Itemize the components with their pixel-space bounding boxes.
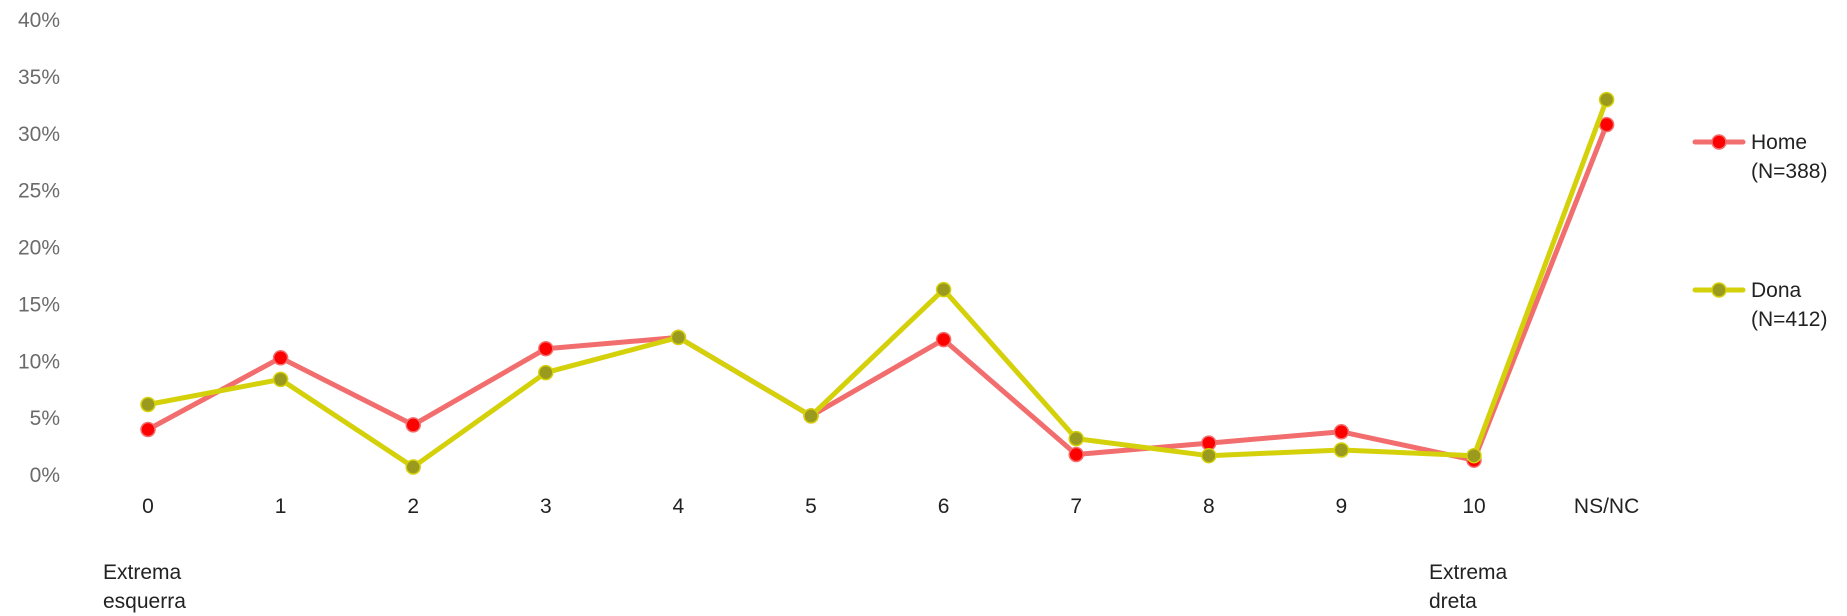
y-tick-label: 0% [30, 464, 60, 487]
data-point [405, 459, 421, 475]
category-note-label: esquerra [103, 590, 186, 613]
category-note-label: Extrema [1429, 561, 1508, 584]
x-axis: 0 1 2 3 4 5 6 7 8 9 10 NS/NC [142, 495, 1639, 518]
data-point [1068, 430, 1084, 447]
legend-label: (N=388) [1751, 160, 1827, 183]
data-point [1598, 91, 1615, 108]
data-point [272, 371, 289, 388]
legend: Home (N=388) Dona (N=412) [1692, 131, 1827, 331]
y-tick-label: 15% [18, 293, 60, 316]
x-tick-label: 4 [673, 495, 685, 518]
x-tick-label: 9 [1336, 495, 1348, 518]
x-tick-label: 10 [1462, 495, 1485, 518]
legend-label: (N=412) [1751, 308, 1827, 331]
series-layer [140, 91, 1615, 475]
category-note-label: dreta [1429, 590, 1477, 613]
legend-marker-icon [1711, 134, 1727, 150]
x-tick-label: 8 [1203, 495, 1215, 518]
data-point [272, 350, 289, 366]
x-tick-label: 0 [142, 495, 154, 518]
data-point [1466, 447, 1482, 464]
legend-item: Home (N=388) [1692, 131, 1827, 183]
y-tick-label: 20% [18, 237, 60, 260]
x-tick-label: 6 [938, 495, 950, 518]
data-point [140, 396, 156, 413]
data-point [670, 329, 687, 346]
legend-label: Home [1751, 131, 1807, 154]
data-point [538, 340, 554, 357]
legend-item: Dona (N=412) [1692, 279, 1827, 331]
series-line [145, 97, 1610, 470]
series-line [145, 122, 1610, 463]
data-point [1068, 446, 1084, 463]
series-1 [140, 116, 1615, 468]
x-tick-label: NS/NC [1574, 495, 1639, 518]
x-tick-label: 2 [407, 495, 419, 518]
data-point [935, 331, 952, 348]
series-2 [140, 91, 1615, 475]
data-point [1201, 447, 1217, 464]
data-point [935, 281, 952, 298]
data-point [1333, 442, 1350, 458]
legend-marker-icon [1711, 282, 1727, 298]
y-tick-label: 25% [18, 180, 60, 203]
x-tick-label: 5 [805, 495, 817, 518]
data-point [140, 421, 156, 438]
x-tick-label: 3 [540, 495, 552, 518]
y-tick-label: 40% [18, 9, 60, 32]
category-note-label: Extrema [103, 561, 182, 584]
x-tick-label: 7 [1070, 495, 1082, 518]
y-tick-label: 30% [18, 123, 60, 146]
data-point [1333, 424, 1350, 440]
data-point [405, 417, 421, 433]
x-tick-label: 1 [275, 495, 287, 518]
legend-label: Dona [1751, 279, 1802, 302]
data-point [538, 364, 554, 381]
category-notes: Extrema esquerra Extrema dreta [103, 561, 1508, 613]
y-tick-label: 35% [18, 66, 60, 89]
data-point [803, 408, 819, 424]
y-tick-label: 10% [18, 350, 60, 373]
y-tick-label: 5% [30, 407, 60, 430]
y-axis: 0% 5% 10% 15% 20% 25% 30% 35% 40% [18, 9, 60, 487]
